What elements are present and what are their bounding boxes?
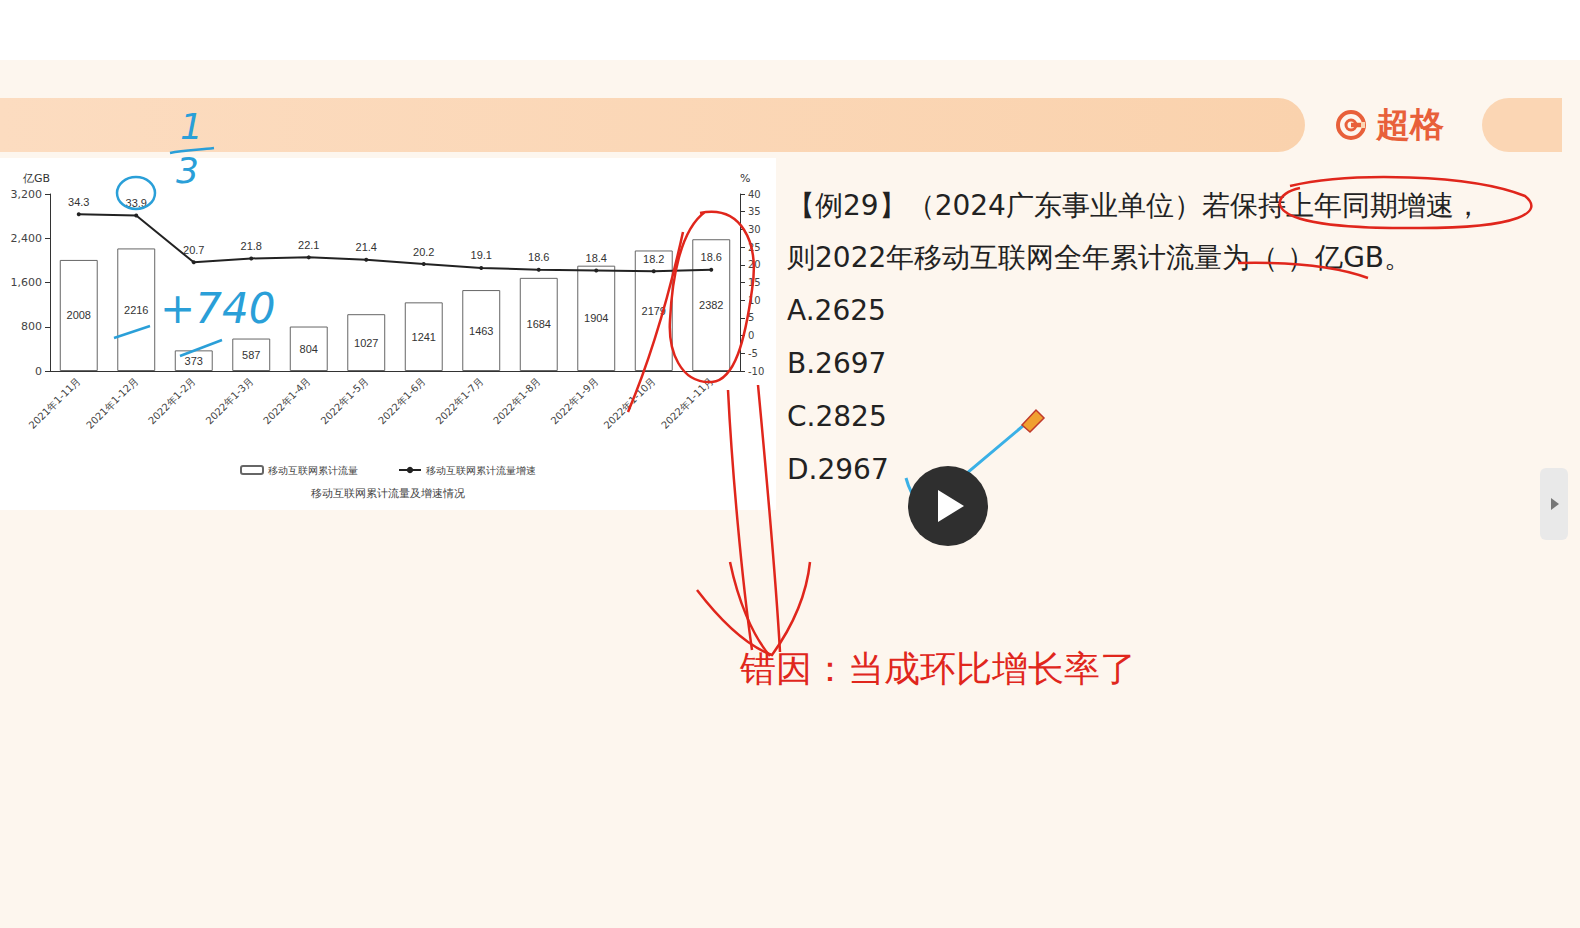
- svg-text:30: 30: [748, 224, 761, 235]
- svg-text:19.1: 19.1: [471, 249, 492, 261]
- svg-text:18.4: 18.4: [586, 252, 607, 264]
- svg-text:-10: -10: [748, 366, 764, 377]
- svg-text:2021年1-11月: 2021年1-11月: [27, 375, 83, 431]
- svg-text:15: 15: [748, 277, 761, 288]
- svg-text:373: 373: [185, 355, 203, 367]
- svg-text:3,200: 3,200: [11, 188, 43, 201]
- svg-text:1241: 1241: [412, 331, 436, 343]
- svg-text:2022年1-4月: 2022年1-4月: [261, 375, 312, 426]
- svg-text:35: 35: [748, 206, 761, 217]
- svg-text:1027: 1027: [354, 337, 378, 349]
- svg-text:2022年1-8月: 2022年1-8月: [491, 375, 542, 426]
- svg-text:18.2: 18.2: [643, 253, 664, 265]
- svg-text:移动互联网累计流量: 移动互联网累计流量: [268, 465, 358, 476]
- svg-text:2022年1-9月: 2022年1-9月: [549, 375, 600, 426]
- svg-text:20.7: 20.7: [183, 244, 204, 256]
- svg-text:20.2: 20.2: [413, 246, 434, 258]
- svg-text:2022年1-10月: 2022年1-10月: [602, 375, 658, 431]
- svg-text:亿GB: 亿GB: [22, 172, 50, 185]
- svg-text:2021年1-12月: 2021年1-12月: [84, 375, 140, 431]
- svg-text:2382: 2382: [699, 299, 723, 311]
- svg-text:34.3: 34.3: [68, 196, 89, 208]
- svg-text:0: 0: [748, 330, 754, 341]
- svg-text:10: 10: [748, 295, 761, 306]
- svg-text:22.1: 22.1: [298, 239, 319, 251]
- svg-text:800: 800: [21, 320, 42, 333]
- html-text:A.2625: A.2625: [787, 294, 886, 327]
- html-text:错因：当成环比增长率了: 错因：当成环比增长率了: [740, 649, 1136, 689]
- svg-text:1463: 1463: [469, 325, 493, 337]
- svg-text:18.6: 18.6: [528, 251, 549, 263]
- html-text:D.2967: D.2967: [787, 453, 889, 486]
- svg-text:-5: -5: [748, 348, 758, 359]
- svg-text:2022年1-5月: 2022年1-5月: [319, 375, 370, 426]
- svg-text:587: 587: [242, 349, 260, 361]
- svg-text:18.6: 18.6: [701, 251, 722, 263]
- svg-text:1904: 1904: [584, 312, 608, 324]
- svg-text:2022年1-11月: 2022年1-11月: [659, 375, 715, 431]
- svg-text:21.4: 21.4: [356, 241, 377, 253]
- html-text:+740: +740: [160, 284, 276, 333]
- svg-text:2008: 2008: [67, 309, 91, 321]
- svg-text:1684: 1684: [527, 318, 551, 330]
- svg-text:2022年1-3月: 2022年1-3月: [204, 375, 255, 426]
- svg-text:0: 0: [35, 365, 42, 378]
- svg-text:40: 40: [748, 189, 761, 200]
- svg-text:21.8: 21.8: [241, 240, 262, 252]
- svg-text:2022年1-7月: 2022年1-7月: [434, 375, 485, 426]
- svg-text:5: 5: [748, 312, 754, 323]
- html-text:超格: 超格: [1376, 104, 1444, 144]
- html-text:1: 1: [180, 106, 203, 147]
- html-text:B.2697: B.2697: [787, 347, 887, 380]
- svg-text:33.9: 33.9: [126, 197, 147, 209]
- svg-text:20: 20: [748, 259, 761, 270]
- svg-text:%: %: [740, 172, 750, 185]
- svg-text:804: 804: [300, 343, 318, 355]
- html-text:【例29】（2024广东事业单位）若保持上年同期增速，: 【例29】（2024广东事业单位）若保持上年同期增速，: [787, 189, 1482, 222]
- svg-text:2022年1-2月: 2022年1-2月: [146, 375, 197, 426]
- svg-text:2,400: 2,400: [11, 232, 43, 245]
- svg-text:1,600: 1,600: [11, 276, 43, 289]
- svg-text:移动互联网累计流量增速: 移动互联网累计流量增速: [426, 465, 536, 476]
- svg-text:25: 25: [748, 242, 761, 253]
- html-text:则2022年移动互联网全年累计流量为（ ）亿GB。: 则2022年移动互联网全年累计流量为（ ）亿GB。: [787, 241, 1413, 274]
- svg-text:2022年1-6月: 2022年1-6月: [376, 375, 427, 426]
- html-text:C.2825: C.2825: [787, 400, 887, 433]
- svg-text:2216: 2216: [124, 304, 148, 316]
- svg-text:移动互联网累计流量及增速情况: 移动互联网累计流量及增速情况: [311, 487, 465, 500]
- html-text:3: 3: [176, 150, 199, 191]
- svg-text:2179: 2179: [642, 305, 666, 317]
